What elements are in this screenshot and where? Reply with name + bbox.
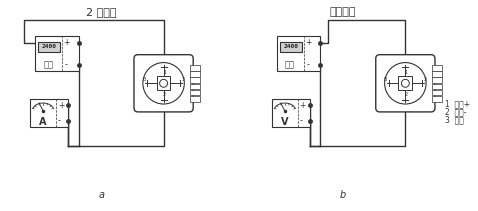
Bar xyxy=(190,96,200,101)
Bar xyxy=(399,76,412,90)
Text: -: - xyxy=(300,116,303,125)
Bar xyxy=(157,76,171,90)
Bar xyxy=(432,96,442,101)
Text: 2 线电流: 2 线电流 xyxy=(86,7,117,17)
Text: +: + xyxy=(300,100,306,110)
Text: 2: 2 xyxy=(163,92,166,97)
Text: 3  输出: 3 输出 xyxy=(445,115,464,124)
Bar xyxy=(432,65,442,71)
Circle shape xyxy=(402,79,409,87)
Text: -: - xyxy=(307,60,310,69)
Text: a: a xyxy=(98,190,104,200)
Text: 1  电源+: 1 电源+ xyxy=(445,100,470,108)
Text: 1: 1 xyxy=(163,70,166,75)
Text: -: - xyxy=(58,116,61,125)
Text: 2400: 2400 xyxy=(42,44,56,49)
Text: b: b xyxy=(340,190,347,200)
Bar xyxy=(432,84,442,89)
FancyBboxPatch shape xyxy=(134,55,193,112)
Bar xyxy=(190,71,200,77)
Bar xyxy=(432,90,442,95)
Text: 电源: 电源 xyxy=(43,60,53,69)
Text: 3: 3 xyxy=(424,77,427,82)
Text: V: V xyxy=(281,117,289,127)
Text: 电压输出: 电压输出 xyxy=(330,7,357,17)
Text: B: B xyxy=(142,77,145,82)
Text: +: + xyxy=(305,38,312,47)
Bar xyxy=(35,36,79,72)
Bar xyxy=(38,42,60,52)
Bar xyxy=(277,36,320,72)
Text: -: - xyxy=(65,60,68,69)
Text: A: A xyxy=(39,117,47,127)
Text: 3: 3 xyxy=(182,77,185,82)
Text: 2: 2 xyxy=(405,92,408,97)
Bar xyxy=(31,99,68,127)
Bar xyxy=(432,71,442,77)
Bar xyxy=(190,84,200,89)
Bar xyxy=(190,65,200,71)
Text: +: + xyxy=(63,38,70,47)
Circle shape xyxy=(385,63,426,104)
Text: +: + xyxy=(58,100,64,110)
Bar xyxy=(280,42,302,52)
Circle shape xyxy=(143,63,185,104)
Circle shape xyxy=(160,79,167,87)
Text: 电源: 电源 xyxy=(285,60,295,69)
Bar xyxy=(190,77,200,83)
Text: B: B xyxy=(384,77,387,82)
Text: 2400: 2400 xyxy=(283,44,298,49)
FancyBboxPatch shape xyxy=(376,55,435,112)
Bar xyxy=(190,90,200,95)
Bar xyxy=(272,99,310,127)
Bar xyxy=(432,77,442,83)
Text: 2  电源-: 2 电源- xyxy=(445,107,467,116)
Text: 1: 1 xyxy=(405,70,408,75)
